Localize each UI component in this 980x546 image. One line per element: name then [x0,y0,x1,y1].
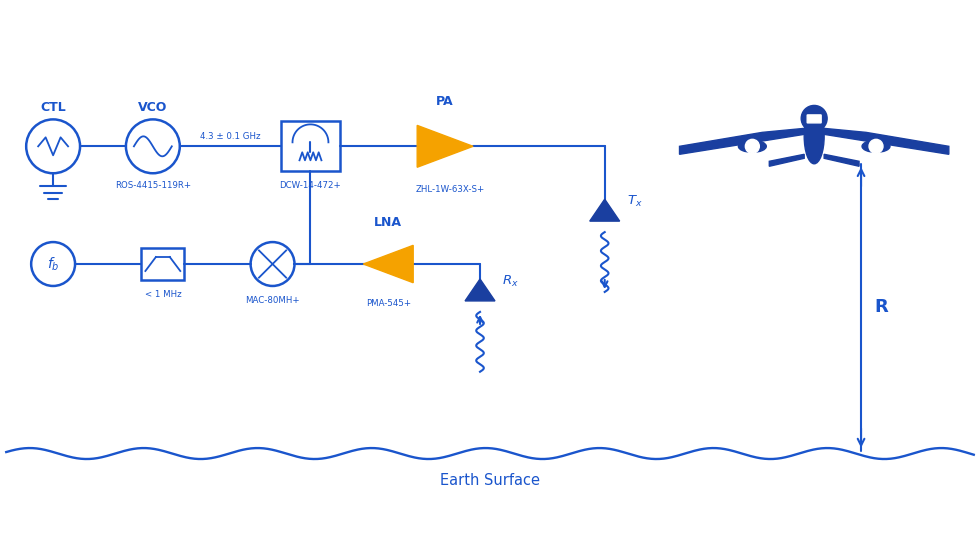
Circle shape [746,139,760,153]
Text: ZHL-1W-63X-S+: ZHL-1W-63X-S+ [416,185,485,194]
Text: 4.3 ± 0.1 GHz: 4.3 ± 0.1 GHz [200,132,261,141]
Ellipse shape [862,140,890,152]
Bar [141,247,184,281]
Polygon shape [364,245,414,283]
Text: LNA: LNA [374,216,402,229]
Bar [280,121,340,171]
Text: MAC-80MH+: MAC-80MH+ [245,296,300,305]
Text: < 1 MHz: < 1 MHz [144,290,181,299]
Polygon shape [824,128,949,155]
Circle shape [869,139,883,153]
Text: CTL: CTL [40,102,66,115]
Text: $T_x$: $T_x$ [626,194,642,209]
Text: $R_x$: $R_x$ [502,274,518,288]
FancyBboxPatch shape [808,115,821,123]
Ellipse shape [805,109,824,164]
Polygon shape [679,128,805,155]
Polygon shape [417,126,473,167]
Text: R: R [874,299,888,317]
Text: Earth Surface: Earth Surface [440,473,540,489]
Text: PMA-545+: PMA-545+ [366,299,411,308]
Text: VCO: VCO [138,102,168,115]
Text: PA: PA [436,96,454,109]
Polygon shape [769,155,805,167]
Circle shape [802,105,827,132]
Text: DCW-14-472+: DCW-14-472+ [279,181,341,190]
Polygon shape [590,199,619,221]
Text: $f_b$: $f_b$ [47,256,60,272]
Polygon shape [466,279,495,301]
Text: ROS-4415-119R+: ROS-4415-119R+ [115,181,191,190]
Ellipse shape [738,140,766,152]
Polygon shape [824,155,859,167]
